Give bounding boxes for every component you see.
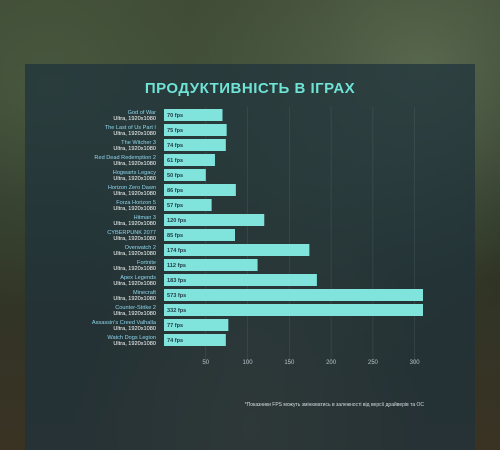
setting-label: Ultra, 1920x1080 bbox=[113, 221, 156, 227]
page-title: ПРОДУКТИВНІСТЬ В ІГРАХ bbox=[144, 80, 356, 97]
bar-value-label: 174 fps bbox=[167, 248, 186, 254]
bar-value-label: 50 fps bbox=[167, 173, 183, 179]
game-label: God of War bbox=[128, 110, 157, 116]
setting-label: Ultra, 1920x1080 bbox=[113, 191, 156, 197]
setting-label: Ultra, 1920x1080 bbox=[113, 281, 156, 287]
chart-panel bbox=[25, 64, 475, 450]
setting-label: Ultra, 1920x1080 bbox=[113, 146, 156, 152]
bar-value-label: 57 fps bbox=[167, 203, 183, 209]
x-tick-label: 100 bbox=[243, 360, 254, 366]
bar-value-label: 85 fps bbox=[167, 233, 183, 239]
game-label: Watch Dogs Legion bbox=[107, 335, 156, 341]
game-label: The Witcher 3 bbox=[121, 140, 156, 146]
bar bbox=[164, 289, 423, 301]
bar-value-label: 183 fps bbox=[167, 278, 186, 284]
bar-value-label: 77 fps bbox=[167, 323, 183, 329]
game-label: Horizon Zero Dawn bbox=[108, 185, 156, 191]
bar bbox=[164, 274, 317, 286]
x-tick-label: 150 bbox=[284, 360, 295, 366]
bar-value-label: 86 fps bbox=[167, 188, 183, 194]
bar-value-label: 332 fps bbox=[167, 308, 186, 314]
setting-label: Ultra, 1920x1080 bbox=[113, 251, 156, 257]
bar-value-label: 61 fps bbox=[167, 158, 183, 164]
setting-label: Ultra, 1920x1080 bbox=[113, 326, 156, 332]
bar-value-label: 120 fps bbox=[167, 218, 186, 224]
bar-value-label: 112 fps bbox=[167, 263, 186, 269]
bar bbox=[164, 319, 229, 331]
setting-label: Ultra, 1920x1080 bbox=[113, 161, 156, 167]
setting-label: Ultra, 1920x1080 bbox=[113, 206, 156, 212]
setting-label: Ultra, 1920x1080 bbox=[113, 266, 156, 272]
bar bbox=[164, 154, 215, 166]
bar bbox=[164, 109, 223, 121]
setting-label: Ultra, 1920x1080 bbox=[113, 116, 156, 122]
footnote: *Показники FPS можуть змінюватись в зале… bbox=[244, 402, 424, 408]
x-tick-label: 250 bbox=[368, 360, 379, 366]
setting-label: Ultra, 1920x1080 bbox=[113, 341, 156, 347]
game-label: Red Dead Redemption 2 bbox=[94, 155, 156, 161]
bar bbox=[164, 214, 265, 226]
game-label: Overwatch 2 bbox=[125, 245, 156, 251]
game-label: Forza Horizon 5 bbox=[116, 200, 156, 206]
bar bbox=[164, 169, 206, 181]
bar bbox=[164, 229, 236, 241]
setting-label: Ultra, 1920x1080 bbox=[113, 176, 156, 182]
game-label: Assassin's Creed Valhalla bbox=[92, 320, 157, 326]
bar bbox=[164, 139, 226, 151]
game-label: Counter-Strike 2 bbox=[115, 305, 156, 311]
setting-label: Ultra, 1920x1080 bbox=[113, 311, 156, 317]
x-tick-label: 200 bbox=[326, 360, 337, 366]
bar bbox=[164, 259, 258, 271]
bar bbox=[164, 199, 212, 211]
game-label: Minecraft bbox=[133, 290, 156, 296]
bar bbox=[164, 244, 310, 256]
x-tick-label: 50 bbox=[202, 360, 209, 366]
setting-label: Ultra, 1920x1080 bbox=[113, 296, 156, 302]
bar-value-label: 74 fps bbox=[167, 338, 183, 344]
game-label: CYBERPUNK 2077 bbox=[107, 230, 156, 236]
bar bbox=[164, 304, 423, 316]
bar bbox=[164, 334, 226, 346]
bar-value-label: 573 fps bbox=[167, 293, 186, 299]
bar bbox=[164, 184, 236, 196]
bar-value-label: 70 fps bbox=[167, 113, 183, 119]
bar-value-label: 75 fps bbox=[167, 128, 183, 134]
x-tick-label: 300 bbox=[410, 360, 421, 366]
bar bbox=[164, 124, 227, 136]
game-label: The Last of Us Part I bbox=[105, 125, 157, 131]
game-label: Hitman 3 bbox=[134, 215, 156, 221]
setting-label: Ultra, 1920x1080 bbox=[113, 236, 156, 242]
game-label: Apex Legends bbox=[120, 275, 156, 281]
game-label: Fortnite bbox=[137, 260, 156, 266]
bar-value-label: 74 fps bbox=[167, 143, 183, 149]
setting-label: Ultra, 1920x1080 bbox=[113, 131, 156, 137]
game-label: Hogwarts Legacy bbox=[113, 170, 156, 176]
